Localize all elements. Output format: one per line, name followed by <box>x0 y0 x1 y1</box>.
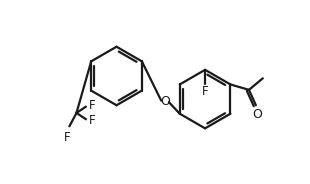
Text: F: F <box>89 99 95 112</box>
Text: O: O <box>253 108 262 121</box>
Text: O: O <box>160 95 170 108</box>
Text: F: F <box>64 131 71 144</box>
Text: F: F <box>89 114 95 127</box>
Text: F: F <box>202 85 208 98</box>
